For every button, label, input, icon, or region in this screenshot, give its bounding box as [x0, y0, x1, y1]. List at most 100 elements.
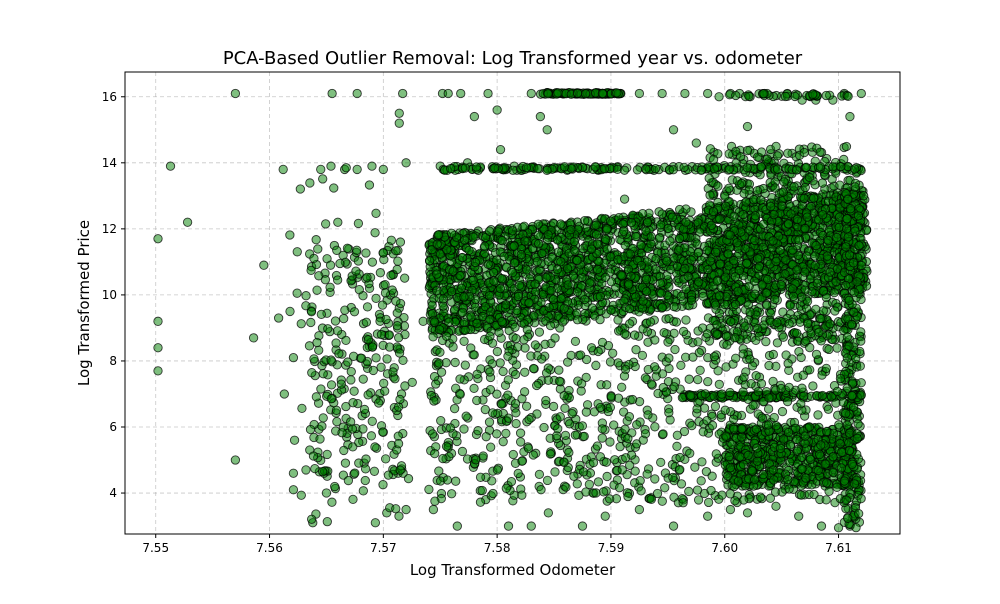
data-point	[549, 295, 557, 303]
data-point	[853, 434, 861, 442]
data-point	[453, 522, 461, 530]
data-point	[746, 308, 754, 316]
data-point	[461, 326, 469, 334]
data-point	[279, 165, 287, 173]
data-point	[467, 313, 475, 321]
data-point	[857, 337, 865, 345]
data-point	[286, 307, 294, 315]
data-point	[642, 287, 650, 295]
data-point	[842, 281, 850, 289]
data-point	[757, 148, 765, 156]
data-point	[816, 148, 824, 156]
data-point	[706, 257, 714, 265]
data-point	[854, 509, 862, 517]
data-point	[693, 240, 701, 248]
data-point	[601, 273, 609, 281]
data-point	[824, 236, 832, 244]
data-point	[515, 281, 523, 289]
data-point	[428, 301, 436, 309]
data-point	[626, 250, 634, 258]
data-point	[652, 254, 660, 262]
data-point	[625, 280, 633, 288]
data-point	[763, 155, 771, 163]
data-point	[743, 122, 751, 130]
data-point	[687, 296, 695, 304]
data-point	[469, 233, 477, 241]
data-point	[396, 238, 404, 246]
data-point	[813, 279, 821, 287]
data-point	[674, 246, 682, 254]
data-point	[739, 460, 747, 468]
data-point	[663, 257, 671, 265]
data-point	[433, 270, 441, 278]
data-point	[846, 205, 854, 213]
data-point	[398, 89, 406, 97]
data-point	[784, 149, 792, 157]
data-point	[704, 265, 712, 273]
data-point	[514, 292, 522, 300]
data-point	[548, 253, 556, 261]
data-point	[658, 303, 666, 311]
data-point	[751, 290, 759, 298]
data-point	[543, 166, 551, 174]
chart-title: PCA-Based Outlier Removal: Log Transform…	[223, 48, 803, 69]
data-point	[527, 89, 535, 97]
data-point	[694, 496, 702, 504]
data-point	[625, 461, 633, 469]
data-point	[786, 458, 794, 466]
data-point	[491, 164, 499, 172]
data-point	[630, 331, 638, 339]
data-point	[693, 405, 701, 413]
data-point	[522, 163, 530, 171]
data-point	[581, 295, 589, 303]
data-point	[508, 227, 516, 235]
data-point	[673, 442, 681, 450]
data-point	[789, 292, 797, 300]
data-point	[789, 246, 797, 254]
data-point	[460, 318, 468, 326]
data-point	[493, 466, 501, 474]
data-point	[632, 232, 640, 240]
data-point	[502, 300, 510, 308]
data-point	[681, 264, 689, 272]
data-point	[534, 164, 542, 172]
data-point	[557, 294, 565, 302]
data-point	[776, 246, 784, 254]
data-point	[743, 146, 751, 154]
data-point	[741, 322, 749, 330]
data-point	[586, 279, 594, 287]
data-point	[852, 354, 860, 362]
data-point	[847, 320, 855, 328]
data-point	[573, 256, 581, 264]
data-point	[812, 305, 820, 313]
data-point	[725, 165, 733, 173]
data-point	[588, 304, 596, 312]
data-point	[854, 420, 862, 428]
data-point	[543, 126, 551, 134]
data-point	[557, 258, 565, 266]
data-point	[851, 165, 859, 173]
data-point	[615, 484, 623, 492]
data-point	[843, 215, 851, 223]
data-point	[778, 407, 786, 415]
data-point	[302, 466, 310, 474]
data-point	[460, 236, 468, 244]
data-point	[685, 487, 693, 495]
data-point	[632, 293, 640, 301]
data-point	[290, 436, 298, 444]
data-point	[823, 252, 831, 260]
data-point	[484, 89, 492, 97]
data-point	[762, 289, 770, 297]
data-point	[458, 253, 466, 261]
data-point	[853, 278, 861, 286]
data-point	[842, 243, 850, 251]
data-point	[788, 285, 796, 293]
data-point	[504, 522, 512, 530]
data-point	[704, 498, 712, 506]
data-point	[472, 163, 480, 171]
data-point	[643, 218, 651, 226]
data-point	[753, 186, 761, 194]
data-point	[518, 457, 526, 465]
